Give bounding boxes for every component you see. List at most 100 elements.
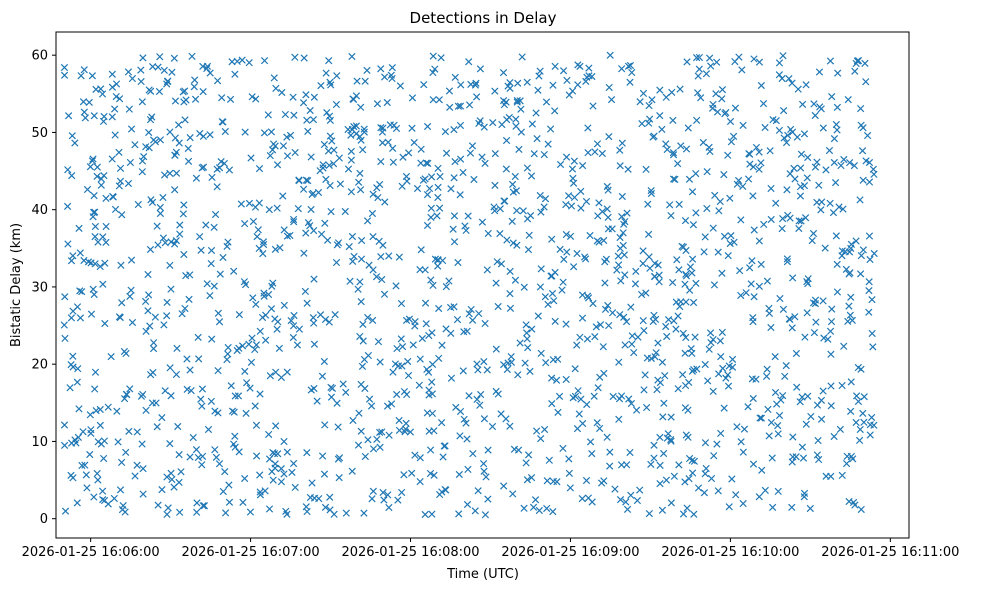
detection-point: [713, 108, 722, 116]
detection-point: [689, 298, 698, 307]
detection-point: [767, 184, 775, 193]
detection-point: [197, 246, 205, 254]
detection-point: [304, 219, 313, 227]
detection-point: [271, 142, 279, 150]
detection-point: [189, 433, 197, 442]
detection-point: [702, 70, 711, 78]
detection-point: [219, 253, 227, 262]
detection-point: [115, 95, 124, 103]
detection-point: [219, 487, 227, 496]
plot-frame: [55, 31, 910, 539]
detection-point: [268, 467, 276, 476]
detection-point: [173, 344, 181, 352]
detection-point: [450, 212, 459, 220]
detection-point: [827, 317, 836, 326]
detection-point: [737, 216, 745, 224]
detection-point: [477, 390, 485, 399]
detection-point: [190, 83, 198, 91]
detection-point: [717, 429, 725, 438]
detection-point: [669, 116, 677, 124]
detection-point: [110, 494, 118, 503]
detection-point: [184, 157, 193, 165]
detection-point: [86, 411, 94, 419]
detection-point: [463, 327, 471, 335]
detection-point: [86, 163, 95, 171]
detection-point: [310, 275, 318, 283]
scatter-points: [60, 51, 878, 519]
detection-point: [709, 387, 717, 396]
detection-point: [417, 246, 425, 254]
detection-point: [425, 184, 434, 193]
detection-point: [641, 371, 649, 379]
detection-point: [75, 224, 83, 233]
detection-point: [832, 120, 840, 129]
detection-point: [845, 497, 853, 506]
detection-point: [273, 204, 281, 212]
detection-point: [90, 493, 98, 501]
detection-point: [249, 294, 257, 302]
detection-point: [639, 247, 647, 255]
detection-point: [682, 270, 690, 278]
detection-point: [481, 511, 490, 519]
detection-point: [584, 294, 593, 302]
detection-point: [166, 364, 174, 372]
detection-point: [101, 319, 109, 328]
detection-point: [356, 169, 364, 178]
detection-point: [215, 164, 224, 172]
detection-point: [357, 298, 365, 306]
detection-point: [139, 490, 147, 498]
detection-point: [230, 267, 238, 275]
detection-point: [185, 295, 193, 303]
detection-point: [134, 200, 142, 209]
detection-point: [469, 316, 477, 324]
detection-point: [295, 176, 303, 184]
detection-point: [467, 305, 475, 314]
detection-point: [569, 179, 578, 187]
detection-point: [714, 248, 722, 256]
detection-point: [267, 128, 276, 136]
detection-point: [810, 100, 818, 108]
detection-point: [211, 446, 219, 454]
detection-point: [767, 215, 775, 224]
detection-point: [720, 404, 728, 412]
detection-point: [709, 335, 717, 344]
detection-point: [68, 132, 76, 140]
detection-point: [716, 337, 724, 345]
detection-point: [692, 169, 700, 178]
detection-point: [61, 293, 69, 301]
detection-point: [369, 316, 377, 325]
detection-point: [523, 78, 531, 86]
detection-point: [847, 240, 856, 249]
detection-point: [679, 510, 688, 518]
detection-point: [164, 77, 172, 85]
detection-point: [673, 256, 681, 264]
detection-point: [465, 101, 474, 109]
detection-point: [792, 349, 801, 358]
detection-point: [64, 112, 73, 120]
detection-point: [447, 185, 455, 193]
detection-point: [806, 504, 814, 513]
detection-point: [139, 54, 147, 62]
detection-point: [865, 308, 873, 316]
detection-point: [850, 162, 858, 170]
detection-point: [609, 392, 617, 401]
detection-point: [158, 485, 166, 494]
detection-point: [699, 138, 707, 147]
detection-point: [121, 508, 129, 516]
detection-point: [383, 402, 392, 410]
detection-point: [207, 246, 216, 255]
detection-point: [73, 499, 81, 507]
detection-point: [171, 151, 179, 159]
detection-point: [869, 343, 877, 351]
detection-point: [354, 285, 362, 293]
detection-point: [796, 398, 804, 406]
detection-point: [158, 413, 166, 422]
detection-point: [384, 491, 392, 499]
detection-point: [578, 314, 587, 322]
detection-point: [662, 476, 671, 484]
detection-point: [401, 428, 409, 436]
detection-point: [455, 510, 463, 518]
detection-point: [775, 411, 784, 420]
detection-point: [582, 77, 590, 85]
detection-point: [779, 305, 788, 313]
